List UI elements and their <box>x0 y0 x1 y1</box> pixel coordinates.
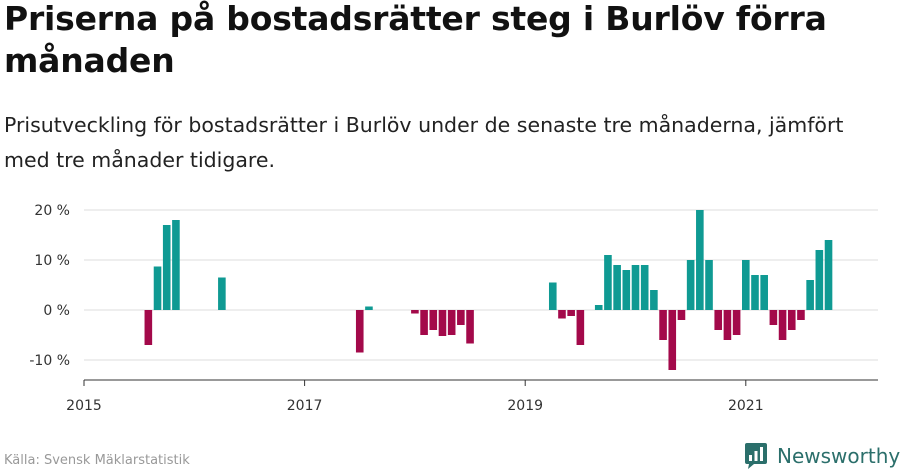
bar <box>457 310 465 325</box>
bar <box>751 275 759 310</box>
bar <box>365 306 373 310</box>
source-note: Källa: Svensk Mäklarstatistik <box>4 453 190 468</box>
bar <box>622 270 631 310</box>
bar <box>576 310 585 345</box>
bar <box>815 250 824 310</box>
bar <box>705 260 713 310</box>
bar <box>778 310 787 340</box>
x-tick-label: 2021 <box>728 398 764 414</box>
bar <box>732 310 741 335</box>
x-tick-label: 2019 <box>507 398 543 414</box>
bar <box>613 265 621 310</box>
x-tick-label: 2015 <box>66 398 102 414</box>
bar <box>558 310 566 319</box>
y-tick-label: 0 % <box>43 303 70 319</box>
y-tick-label: -10 % <box>29 353 70 369</box>
bar <box>787 310 796 330</box>
bar <box>438 310 447 336</box>
bar <box>447 310 456 335</box>
bar <box>760 275 768 310</box>
bar <box>594 305 603 310</box>
newsworthy-logo-icon <box>745 443 767 469</box>
bar <box>604 255 612 310</box>
bar <box>631 265 640 310</box>
bar <box>742 260 750 310</box>
bar <box>668 310 677 370</box>
bar <box>640 265 649 310</box>
bar <box>650 290 658 310</box>
bar <box>797 310 805 320</box>
brand-name: Newsworthy <box>777 444 900 468</box>
bar <box>548 282 557 310</box>
y-tick-label: 20 % <box>34 203 70 219</box>
bar <box>420 310 428 335</box>
bar <box>686 260 695 310</box>
y-tick-label: 10 % <box>34 253 70 269</box>
bar <box>659 310 667 340</box>
bar <box>677 310 686 320</box>
chart-subtitle: Prisutveckling för bostadsrätter i Burlö… <box>4 113 844 172</box>
bar <box>355 310 364 353</box>
last-value-annotation: 14 % <box>817 0 855 4</box>
bar <box>723 310 732 340</box>
bar <box>769 310 778 325</box>
newsworthy-logo[interactable]: Newsworthy <box>744 441 900 471</box>
bar <box>172 220 180 310</box>
x-tick-label: 2017 <box>287 398 323 414</box>
bar <box>824 240 833 310</box>
bar <box>714 310 723 330</box>
bar <box>429 310 438 330</box>
chart-title: Priserna på bostadsrätter steg i Burlöv … <box>4 0 827 80</box>
bar <box>806 280 814 310</box>
bar <box>466 310 474 344</box>
bar <box>567 310 575 316</box>
bar <box>411 310 419 314</box>
bar <box>153 266 162 310</box>
bar <box>162 225 171 310</box>
bar <box>696 210 704 310</box>
bar <box>218 277 226 310</box>
bar <box>144 310 153 345</box>
